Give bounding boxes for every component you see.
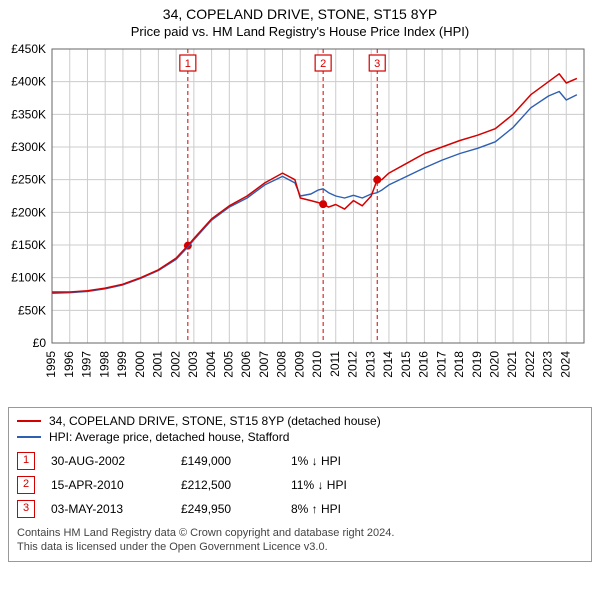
chart-title: 34, COPELAND DRIVE, STONE, ST15 8YP (8, 6, 592, 22)
svg-text:£50K: £50K (18, 303, 46, 317)
svg-text:2019: 2019 (470, 351, 484, 378)
sale-marker-box: 1 (17, 452, 35, 470)
svg-text:1997: 1997 (80, 351, 94, 378)
legend-item: HPI: Average price, detached house, Staf… (17, 430, 583, 444)
svg-text:2001: 2001 (151, 351, 165, 378)
svg-text:£100K: £100K (11, 271, 46, 285)
legend-swatch (17, 436, 41, 438)
legend-label: HPI: Average price, detached house, Staf… (49, 430, 289, 444)
sale-row: 2 15-APR-2010£212,50011% ↓ HPI (17, 476, 583, 494)
svg-text:2021: 2021 (505, 351, 519, 378)
sale-diff: 8% ↑ HPI (291, 502, 411, 516)
svg-text:2017: 2017 (434, 351, 448, 378)
sale-diff: 1% ↓ HPI (291, 454, 411, 468)
svg-text:£350K: £350K (11, 107, 46, 121)
sale-row: 3 03-MAY-2013£249,9508% ↑ HPI (17, 500, 583, 518)
svg-text:2008: 2008 (275, 351, 289, 378)
svg-text:2006: 2006 (239, 351, 253, 378)
svg-text:2024: 2024 (558, 351, 572, 378)
svg-text:2022: 2022 (523, 351, 537, 378)
svg-text:2011: 2011 (328, 351, 342, 377)
sale-date: 15-APR-2010 (51, 478, 181, 492)
svg-text:2002: 2002 (168, 351, 182, 378)
svg-text:2007: 2007 (257, 351, 271, 378)
svg-text:2014: 2014 (381, 351, 395, 378)
svg-text:2018: 2018 (452, 351, 466, 378)
svg-text:£400K: £400K (11, 75, 46, 89)
page-root: 34, COPELAND DRIVE, STONE, ST15 8YP Pric… (0, 0, 600, 590)
sale-price: £212,500 (181, 478, 291, 492)
svg-text:£250K: £250K (11, 173, 46, 187)
legend-swatch (17, 420, 41, 422)
svg-text:2013: 2013 (363, 351, 377, 378)
svg-text:£300K: £300K (11, 140, 46, 154)
svg-text:1996: 1996 (62, 351, 76, 378)
license-line1: Contains HM Land Registry data © Crown c… (17, 526, 583, 540)
svg-text:2023: 2023 (541, 351, 555, 378)
chart-subtitle: Price paid vs. HM Land Registry's House … (8, 24, 592, 39)
svg-text:1998: 1998 (97, 351, 111, 378)
sale-date: 03-MAY-2013 (51, 502, 181, 516)
license-line2: This data is licensed under the Open Gov… (17, 540, 583, 554)
svg-text:2004: 2004 (204, 351, 218, 378)
svg-text:2: 2 (320, 58, 326, 70)
svg-text:2015: 2015 (399, 351, 413, 378)
sale-price: £149,000 (181, 454, 291, 468)
sale-price: £249,950 (181, 502, 291, 516)
svg-text:1: 1 (185, 58, 191, 70)
legend-item: 34, COPELAND DRIVE, STONE, ST15 8YP (det… (17, 414, 583, 428)
svg-text:2003: 2003 (186, 351, 200, 378)
sale-marker-box: 3 (17, 500, 35, 518)
svg-text:2020: 2020 (488, 351, 502, 378)
svg-text:2000: 2000 (133, 351, 147, 378)
license-text: Contains HM Land Registry data © Crown c… (17, 526, 583, 555)
svg-text:2010: 2010 (310, 351, 324, 378)
svg-text:£450K: £450K (11, 43, 46, 56)
svg-text:£150K: £150K (11, 238, 46, 252)
chart-svg: £0 £50K £100K £150K £200K £250K £300K £350K £400… (8, 43, 592, 403)
sale-marker-box: 2 (17, 476, 35, 494)
footer-box: 34, COPELAND DRIVE, STONE, ST15 8YP (det… (8, 407, 592, 562)
chart-container: £0 £50K £100K £150K £200K £250K £300K £350K £400… (8, 43, 592, 403)
svg-text:1995: 1995 (44, 351, 58, 378)
legend: 34, COPELAND DRIVE, STONE, ST15 8YP (det… (17, 414, 583, 444)
svg-text:£0: £0 (33, 336, 47, 350)
svg-text:2016: 2016 (417, 351, 431, 378)
sale-row: 1 30-AUG-2002£149,0001% ↓ HPI (17, 452, 583, 470)
svg-text:3: 3 (374, 58, 380, 70)
svg-text:£200K: £200K (11, 205, 46, 219)
sales-table: 1 30-AUG-2002£149,0001% ↓ HPI 2 15-APR-2010… (17, 452, 583, 518)
legend-label: 34, COPELAND DRIVE, STONE, ST15 8YP (det… (49, 414, 381, 428)
sale-date: 30-AUG-2002 (51, 454, 181, 468)
svg-text:1999: 1999 (115, 351, 129, 378)
svg-text:2009: 2009 (292, 351, 306, 378)
svg-text:2005: 2005 (222, 351, 236, 378)
sale-diff: 11% ↓ HPI (291, 478, 411, 492)
svg-text:2012: 2012 (346, 351, 360, 378)
